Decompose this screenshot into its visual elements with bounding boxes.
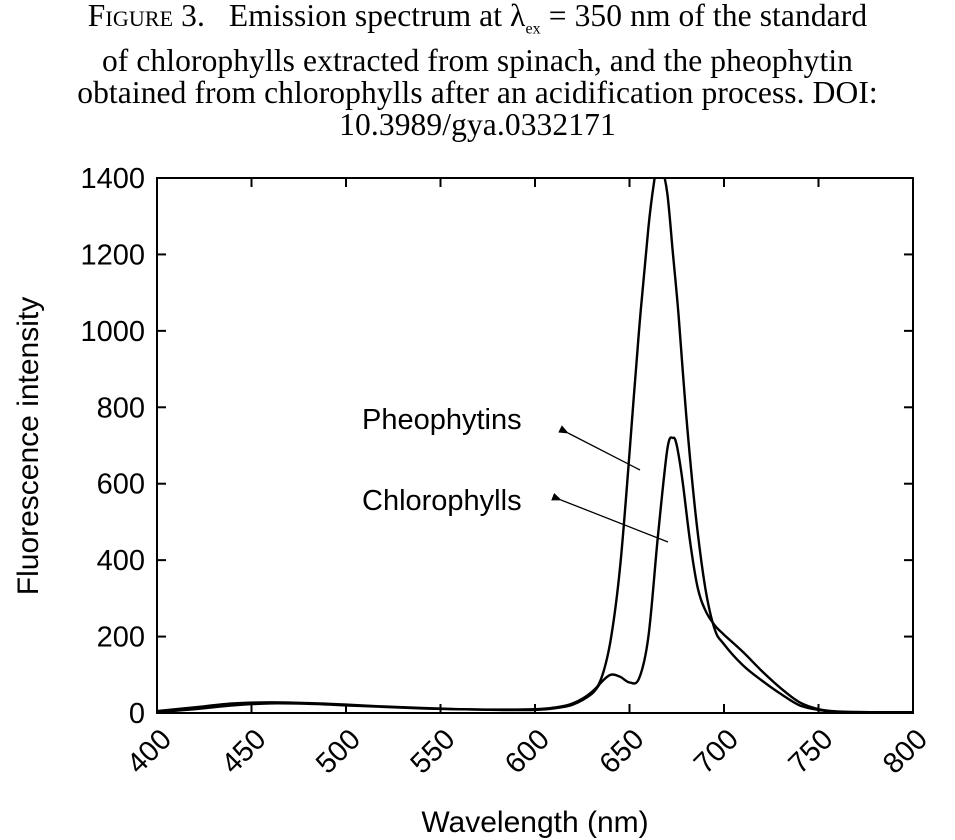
figure-label: Figure 3. (87, 0, 205, 33)
x-tick-label: 600 (499, 723, 556, 780)
caption-line-1-prefix: Emission spectrum at λ (228, 0, 526, 33)
arrow-chlorophylls (551, 492, 669, 543)
y-tick-label: 200 (97, 622, 145, 654)
x-tick-label: 400 (121, 723, 178, 780)
y-tick-label: 1000 (80, 316, 145, 348)
caption-line-1-suffix: = 350 nm of the standard (540, 0, 868, 33)
y-axis-label: Fluorescence intensity (12, 297, 45, 595)
y-tick-label: 0 (129, 698, 145, 730)
y-tick-label: 800 (97, 392, 145, 424)
caption-line-3: obtained from chlorophylls after an acid… (77, 75, 878, 111)
x-tick-label: 700 (688, 723, 745, 780)
x-tick-label: 500 (310, 723, 367, 780)
x-tick-label: 750 (783, 723, 840, 780)
x-tick-label: 550 (405, 723, 462, 780)
caption-line-1: Figure 3. Emission spectrum at λex = 350… (0, 0, 955, 45)
x-axis-label: Wavelength (nm) (421, 806, 648, 839)
plot-frame (156, 177, 914, 714)
y-tick-label: 600 (97, 469, 145, 501)
caption-line-4: 10.3989/gya.0332171 (339, 107, 616, 143)
y-tick-label: 1400 (80, 163, 145, 195)
caption-subscript: ex (525, 20, 541, 38)
x-tick-label: 650 (594, 723, 651, 780)
x-tick-label: 450 (216, 723, 273, 780)
series-line-pheophytins (157, 178, 913, 713)
caption-line-2: of chlorophylls extracted from spinach, … (101, 43, 854, 79)
y-tick-label: 400 (97, 545, 145, 577)
arrow-pheophytins (558, 425, 641, 471)
y-tick-label: 1200 (80, 239, 145, 271)
x-tick-label: 800 (877, 723, 934, 780)
annotation-chlorophylls: Chlorophylls (362, 485, 522, 517)
series-line-chlorophylls (157, 436, 913, 713)
figure-caption: Figure 3. Emission spectrum at λex = 350… (0, 0, 955, 141)
annotation-pheophytins: Pheophytins (362, 404, 522, 436)
